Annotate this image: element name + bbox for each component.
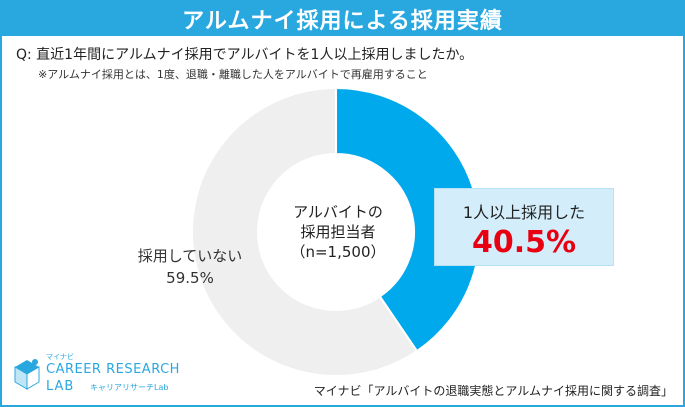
logo-subtitle: キャリアリサーチLab (90, 383, 169, 392)
definition-note: ※アルムナイ採用とは、1度、退職・離職した人をアルバイトで再雇用すること (38, 68, 428, 81)
center-label-line3: （n=1,500） (290, 243, 386, 261)
slice-label-hired: 1人以上採用した (462, 203, 586, 222)
survey-question: Q: 直近1年間にアルムナイ採用でアルバイトを1人以上採用しましたか。 (16, 47, 474, 63)
logo-line2: LAB (46, 379, 75, 394)
slice-value-hired: 40.5% (471, 225, 577, 260)
source-citation: マイナビ「アルバイトの退職実態とアルムナイ採用に関する調査」 (313, 384, 673, 398)
donut-center-label: アルバイトの 採用担当者 （n=1,500） (274, 202, 402, 262)
donut-slice-not-hired (191, 86, 419, 377)
slice-value-not-hired: 59.5% (166, 269, 214, 287)
slice-label-block-not-hired: 採用していない 59.5% (130, 245, 250, 289)
logo-line1: CAREER RESEARCH (46, 362, 180, 377)
cube-logo-icon (14, 359, 40, 390)
slice-label-not-hired: 採用していない (137, 247, 243, 265)
page-title: アルムナイ採用による採用実績 (2, 2, 683, 36)
logo-brand-text: マイナビ (46, 353, 74, 361)
career-research-lab-logo: マイナビ CAREER RESEARCH LAB キャリアリサーチLab (12, 352, 212, 402)
donut-slice-hired (335, 86, 481, 353)
center-label-line2: 採用担当者 (300, 223, 376, 241)
center-label-line1: アルバイトの (293, 203, 383, 221)
highlight-callout: 1人以上採用した 40.5% (434, 188, 614, 266)
